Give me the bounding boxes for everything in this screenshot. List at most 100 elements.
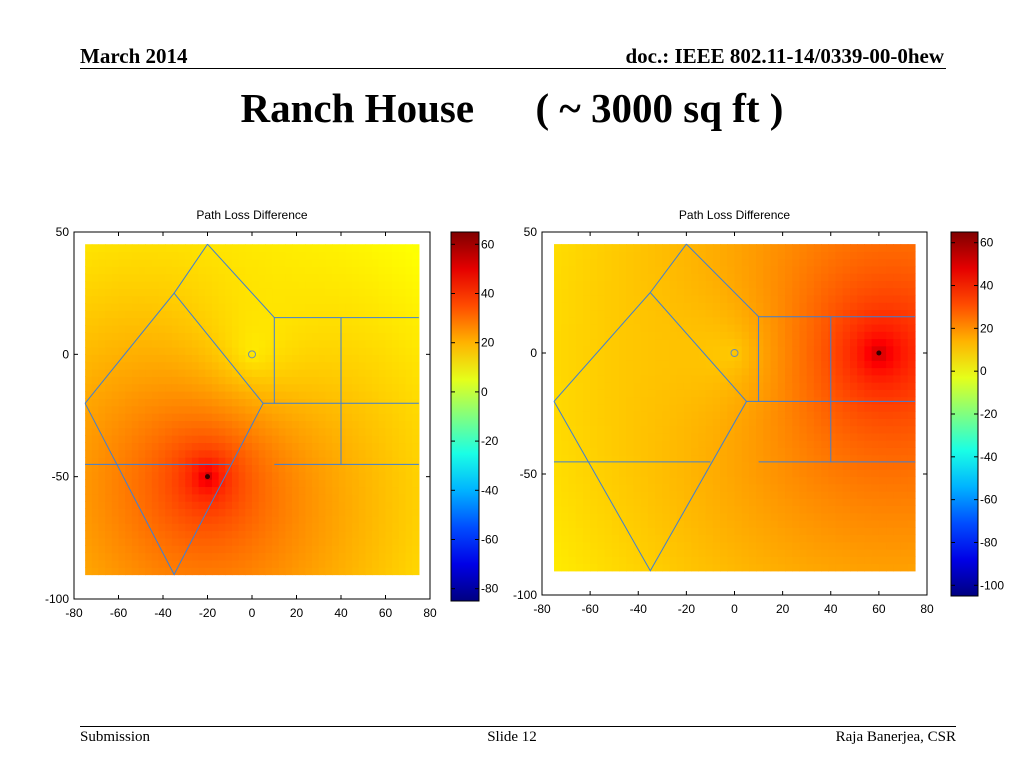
heatmap-cell xyxy=(907,447,916,456)
heatmap-cell xyxy=(111,273,120,282)
heatmap-cell xyxy=(131,420,140,429)
heatmap-cell xyxy=(871,556,880,565)
heatmap-cell xyxy=(792,454,801,463)
heatmap-cell xyxy=(191,369,200,377)
heatmap-cell xyxy=(741,498,750,507)
heatmap-cell xyxy=(720,556,728,565)
heatmap-cell xyxy=(238,332,246,341)
heatmap-cell xyxy=(821,338,829,347)
heatmap-cell xyxy=(878,316,887,325)
heatmap-cell xyxy=(218,354,226,363)
heatmap-cell xyxy=(582,519,591,528)
heatmap-cell xyxy=(792,389,801,398)
heatmap-cell xyxy=(813,265,822,274)
heatmap-cell xyxy=(285,530,293,539)
heatmap-cell xyxy=(770,331,779,340)
heatmap-cell xyxy=(655,432,663,441)
heatmap-cell xyxy=(777,323,786,332)
heatmap-cell xyxy=(813,287,822,296)
heatmap-cell xyxy=(178,545,186,554)
heatmap-cell xyxy=(741,519,750,528)
heatmap-cell xyxy=(712,476,721,485)
heatmap-cell xyxy=(640,432,649,441)
heatmap-cell xyxy=(398,383,407,392)
heatmap-cell xyxy=(842,534,851,543)
heatmap-cell xyxy=(138,493,146,502)
heatmap-cell xyxy=(756,512,764,521)
heatmap-cell xyxy=(633,534,642,543)
heatmap-cell xyxy=(332,523,340,532)
heatmap-cell xyxy=(185,545,193,554)
heatmap-cell xyxy=(372,302,380,311)
heatmap-cell xyxy=(105,346,113,355)
heatmap-cell xyxy=(626,447,635,456)
heatmap-cell xyxy=(785,374,793,383)
heatmap-cell xyxy=(292,405,300,414)
heatmap-cell xyxy=(763,367,772,376)
heatmap-cell xyxy=(590,367,598,376)
heatmap-cell xyxy=(792,476,801,485)
heatmap-cell xyxy=(748,549,757,557)
heatmap-cell xyxy=(252,486,260,495)
heatmap-cell xyxy=(85,310,93,319)
heatmap-cell xyxy=(878,512,887,521)
heatmap-cell xyxy=(698,425,707,434)
heatmap-cell xyxy=(835,411,844,419)
heatmap-cell xyxy=(813,273,822,281)
heatmap-cell xyxy=(720,323,728,332)
heatmap-cell xyxy=(712,316,721,325)
heatmap-cell xyxy=(770,309,779,318)
heatmap-cell xyxy=(138,464,146,473)
heatmap-cell xyxy=(358,339,367,348)
heatmap-cell xyxy=(676,411,685,419)
heatmap-cell xyxy=(258,288,266,297)
heatmap-cell xyxy=(118,493,126,502)
heatmap-cell xyxy=(312,369,320,377)
heatmap-cell xyxy=(712,490,721,499)
heatmap-cell xyxy=(763,403,772,412)
heatmap-cell xyxy=(211,383,220,392)
heatmap-cell xyxy=(252,464,260,473)
heatmap-cell xyxy=(398,398,407,407)
heatmap-cell xyxy=(604,280,613,289)
heatmap-cell xyxy=(626,309,635,318)
heatmap-cell xyxy=(285,486,293,495)
heatmap-cell xyxy=(352,567,360,576)
heatmap-cell xyxy=(305,559,313,568)
heatmap-cell xyxy=(734,374,743,383)
heatmap-cell xyxy=(238,376,246,385)
heatmap-cell xyxy=(272,383,280,392)
heatmap-cell xyxy=(312,391,320,399)
colorbar-tick-label: 40 xyxy=(980,279,994,293)
heatmap-cell xyxy=(590,512,598,521)
heatmap-cell xyxy=(151,391,160,399)
heatmap-cell xyxy=(655,323,663,332)
heatmap-cell xyxy=(332,317,340,326)
heatmap-cell xyxy=(647,258,656,267)
heatmap-cell xyxy=(727,549,736,557)
heatmap-cell xyxy=(777,273,786,281)
heatmap-cell xyxy=(813,244,822,252)
reference-marker xyxy=(730,349,739,357)
heatmap-cell xyxy=(125,420,133,429)
heatmap-cell xyxy=(358,501,367,510)
heatmap-cell xyxy=(138,251,146,260)
heatmap-cell xyxy=(763,396,772,405)
heatmap-cell xyxy=(258,464,266,473)
heatmap-cell xyxy=(835,396,844,405)
heatmap-cell xyxy=(405,405,413,414)
heatmap-cell xyxy=(626,490,635,499)
heatmap-cell xyxy=(292,302,300,311)
heatmap-cell xyxy=(676,498,685,507)
heatmap-cell xyxy=(171,501,180,510)
heatmap-cell xyxy=(799,476,808,485)
heatmap-cell xyxy=(770,345,779,354)
heatmap-cell xyxy=(338,244,347,253)
heatmap-cell xyxy=(171,273,180,282)
colorbar-tick-label: -20 xyxy=(980,407,998,421)
heatmap-cell xyxy=(118,332,126,341)
heatmap-cell xyxy=(292,244,300,253)
heatmap-cell xyxy=(338,273,347,282)
heatmap-cell xyxy=(158,266,166,275)
heatmap-cell xyxy=(850,425,858,434)
